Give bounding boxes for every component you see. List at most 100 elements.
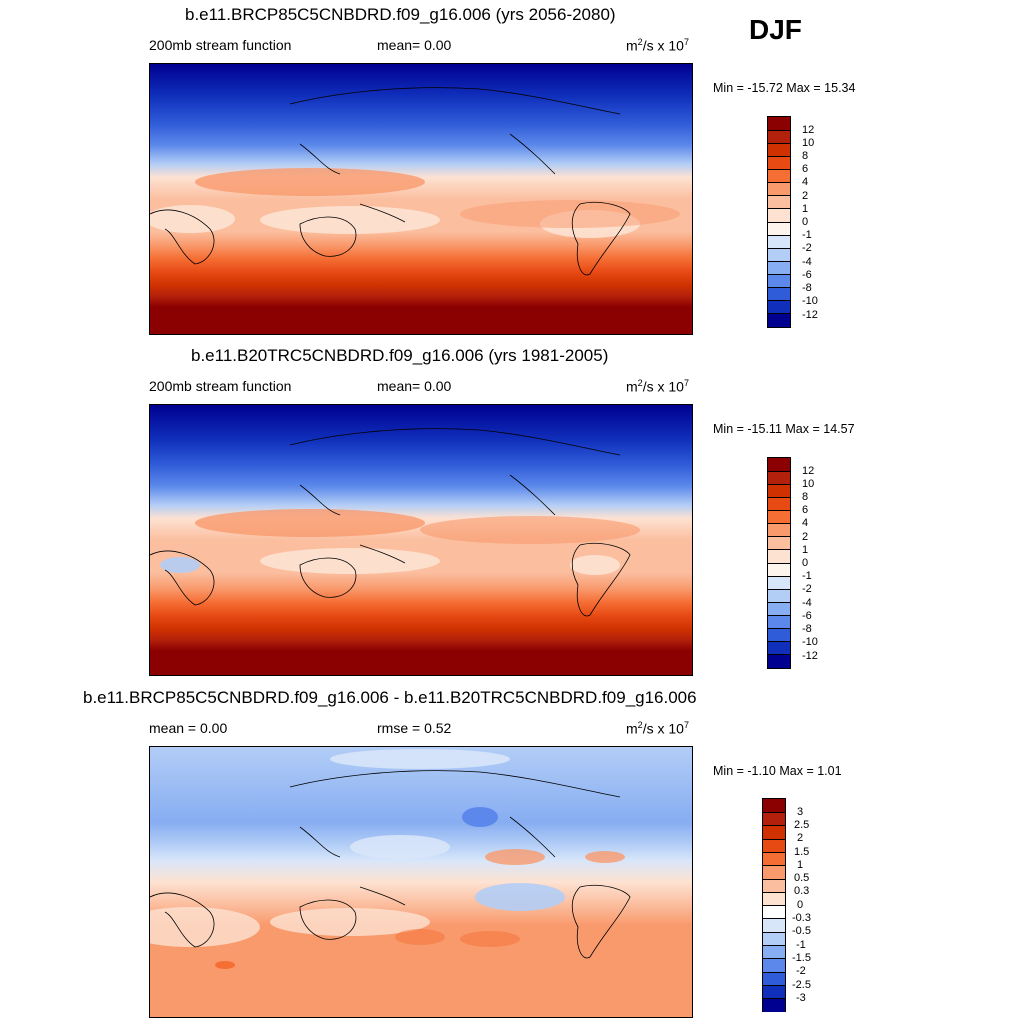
colorbar-segment	[763, 932, 785, 946]
colorbar-segment	[768, 222, 790, 236]
colorbar-segment	[768, 274, 790, 288]
colorbar-segment	[763, 945, 785, 959]
colorbar-segment	[763, 812, 785, 826]
panel-3-colorbar	[762, 798, 786, 1012]
colorbar-label: 4	[802, 176, 809, 188]
colorbar-segment	[763, 905, 785, 919]
colorbar-label: 8	[802, 150, 809, 162]
colorbar-segment	[763, 985, 785, 999]
colorbar-label: -10	[802, 295, 818, 307]
colorbar-label: 0	[802, 557, 809, 569]
colorbar-segment	[763, 799, 785, 813]
colorbar-segment	[768, 641, 790, 655]
colorbar-label: 0.3	[794, 885, 810, 897]
colorbar-label: 1	[802, 203, 809, 215]
panel-1-map	[149, 63, 693, 335]
colorbar-label: -2	[802, 242, 812, 254]
colorbar-label: 3	[797, 806, 804, 818]
colorbar-label: -12	[802, 309, 818, 321]
colorbar-segment	[768, 248, 790, 262]
colorbar-segment	[768, 615, 790, 629]
colorbar-label: -2.5	[792, 979, 811, 991]
colorbar-segment	[763, 865, 785, 879]
colorbar-label: -1.5	[792, 952, 811, 964]
colorbar-label: 12	[802, 124, 815, 136]
panel-2-colorbar	[767, 457, 791, 669]
colorbar-label: 0	[802, 216, 809, 228]
colorbar-label: 6	[802, 163, 809, 175]
colorbar-segment	[768, 576, 790, 590]
colorbar-segment	[768, 549, 790, 563]
colorbar-label: -3	[796, 992, 806, 1004]
colorbar-segment	[763, 958, 785, 972]
colorbar-segment	[768, 484, 790, 498]
colorbar-segment	[768, 523, 790, 537]
colorbar-label: 2.5	[794, 819, 810, 831]
colorbar-label: 10	[802, 137, 815, 149]
colorbar-segment	[768, 458, 790, 472]
colorbar-label: -1	[802, 570, 812, 582]
colorbar-label: 6	[802, 504, 809, 516]
colorbar-segment	[768, 235, 790, 249]
colorbar-label: 0.5	[794, 872, 810, 884]
colorbar-label: 12	[802, 465, 815, 477]
colorbar-label: -4	[802, 256, 812, 268]
panel-1-units-label: m2/s x 107	[626, 37, 689, 54]
colorbar-label: 1	[802, 544, 809, 556]
panel-2-variable-label: 200mb stream function	[149, 378, 292, 394]
colorbar-segment	[768, 208, 790, 222]
colorbar-segment	[768, 169, 790, 183]
colorbar-segment	[768, 300, 790, 314]
colorbar-segment	[768, 536, 790, 550]
colorbar-label: -8	[802, 282, 812, 294]
colorbar-segment	[768, 261, 790, 275]
colorbar-segment	[768, 287, 790, 301]
colorbar-label: -1	[796, 939, 806, 951]
panel-3-units-label: m2/s x 107	[626, 720, 689, 737]
colorbar-segment	[763, 825, 785, 839]
colorbar-label: -8	[802, 623, 812, 635]
colorbar-label: -6	[802, 269, 812, 281]
colorbar-segment	[768, 182, 790, 196]
panel-3-title: b.e11.BRCP85C5CNBDRD.f09_g16.006 - b.e11…	[83, 688, 697, 707]
panel-3-minmax: Min = -1.10 Max = 1.01	[713, 764, 842, 778]
colorbar-segment	[768, 510, 790, 524]
panel-2-mean-label: mean= 0.00	[377, 378, 452, 394]
colorbar-label: -6	[802, 610, 812, 622]
colorbar-label: -10	[802, 636, 818, 648]
colorbar-label: -0.3	[792, 912, 811, 924]
colorbar-label: 4	[802, 517, 809, 529]
colorbar-label: 0	[797, 899, 804, 911]
panel-3-rmse-label: rmse = 0.52	[377, 720, 452, 736]
colorbar-segment	[768, 130, 790, 144]
colorbar-segment	[763, 892, 785, 906]
colorbar-segment	[768, 497, 790, 511]
colorbar-label: 1	[797, 859, 804, 871]
colorbar-segment	[768, 654, 790, 668]
colorbar-segment	[768, 589, 790, 603]
colorbar-segment	[768, 628, 790, 642]
colorbar-label: -0.5	[792, 925, 811, 937]
colorbar-label: -12	[802, 650, 818, 662]
panel-2-map	[149, 404, 693, 676]
colorbar-label: 8	[802, 491, 809, 503]
colorbar-label: -1	[802, 229, 812, 241]
colorbar-label: -4	[802, 597, 812, 609]
colorbar-segment	[763, 852, 785, 866]
colorbar-segment	[768, 602, 790, 616]
colorbar-label: -2	[802, 583, 812, 595]
colorbar-label: -2	[796, 965, 806, 977]
colorbar-label: 2	[797, 832, 804, 844]
colorbar-segment	[763, 839, 785, 853]
panel-1-minmax: Min = -15.72 Max = 15.34	[713, 81, 856, 95]
season-label: DJF	[749, 14, 802, 45]
colorbar-segment	[768, 117, 790, 131]
colorbar-segment	[768, 143, 790, 157]
colorbar-label: 1.5	[794, 846, 810, 858]
panel-1-variable-label: 200mb stream function	[149, 37, 292, 53]
colorbar-label: 2	[802, 531, 809, 543]
panel-2-title: b.e11.B20TRC5CNBDRD.f09_g16.006 (yrs 198…	[191, 346, 609, 365]
colorbar-segment	[763, 918, 785, 932]
panel-2-units-label: m2/s x 107	[626, 378, 689, 395]
colorbar-segment	[768, 195, 790, 209]
